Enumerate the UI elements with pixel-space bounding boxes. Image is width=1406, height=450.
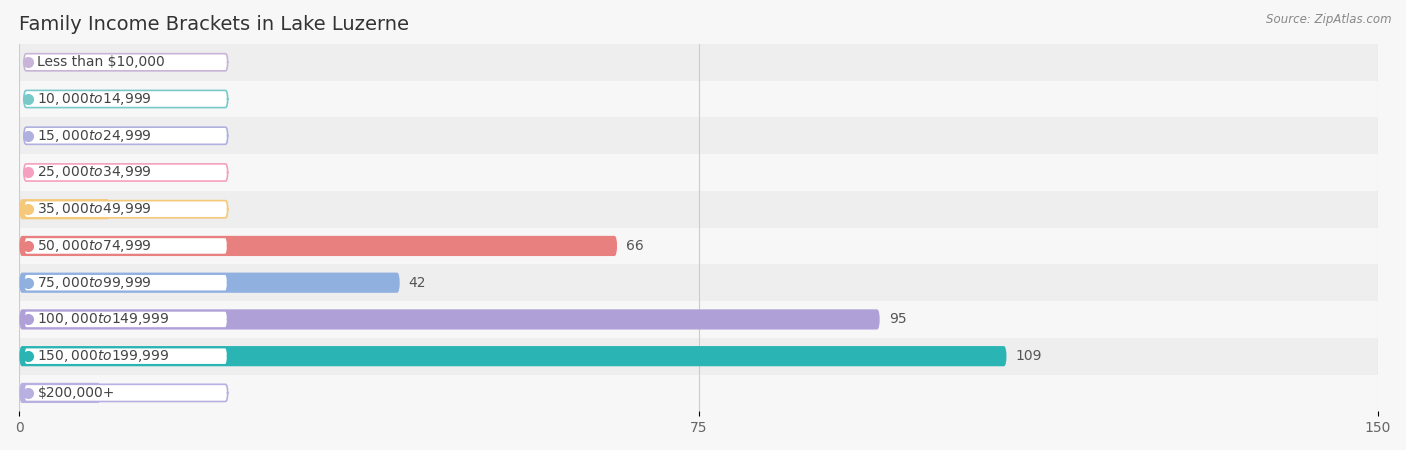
Text: 10: 10 bbox=[120, 202, 136, 216]
FancyBboxPatch shape bbox=[20, 199, 110, 219]
Text: 95: 95 bbox=[889, 312, 907, 326]
FancyBboxPatch shape bbox=[20, 236, 617, 256]
Text: 109: 109 bbox=[1015, 349, 1042, 363]
FancyBboxPatch shape bbox=[20, 346, 1007, 366]
FancyBboxPatch shape bbox=[20, 309, 880, 329]
Bar bbox=[20, 264, 1378, 301]
FancyBboxPatch shape bbox=[24, 384, 228, 401]
Text: $35,000 to $49,999: $35,000 to $49,999 bbox=[38, 201, 152, 217]
Text: $25,000 to $34,999: $25,000 to $34,999 bbox=[38, 165, 152, 180]
Bar bbox=[20, 338, 1378, 374]
Bar bbox=[20, 81, 1378, 117]
FancyBboxPatch shape bbox=[24, 90, 228, 108]
Text: $15,000 to $24,999: $15,000 to $24,999 bbox=[38, 128, 152, 144]
FancyBboxPatch shape bbox=[24, 201, 228, 218]
FancyBboxPatch shape bbox=[24, 54, 228, 71]
Bar bbox=[20, 191, 1378, 228]
Bar bbox=[20, 44, 1378, 81]
Text: Family Income Brackets in Lake Luzerne: Family Income Brackets in Lake Luzerne bbox=[20, 15, 409, 34]
Text: $150,000 to $199,999: $150,000 to $199,999 bbox=[38, 348, 170, 364]
Bar bbox=[20, 228, 1378, 264]
FancyBboxPatch shape bbox=[24, 164, 228, 181]
Text: $100,000 to $149,999: $100,000 to $149,999 bbox=[38, 311, 170, 328]
Bar bbox=[20, 154, 1378, 191]
Text: $10,000 to $14,999: $10,000 to $14,999 bbox=[38, 91, 152, 107]
Text: 42: 42 bbox=[409, 276, 426, 290]
Text: $75,000 to $99,999: $75,000 to $99,999 bbox=[38, 274, 152, 291]
Bar bbox=[20, 301, 1378, 338]
FancyBboxPatch shape bbox=[24, 347, 228, 365]
FancyBboxPatch shape bbox=[24, 127, 228, 144]
FancyBboxPatch shape bbox=[24, 311, 228, 328]
Bar bbox=[20, 117, 1378, 154]
FancyBboxPatch shape bbox=[24, 237, 228, 255]
Text: $50,000 to $74,999: $50,000 to $74,999 bbox=[38, 238, 152, 254]
Text: Less than $10,000: Less than $10,000 bbox=[38, 55, 166, 69]
Bar bbox=[20, 374, 1378, 411]
Text: 66: 66 bbox=[626, 239, 644, 253]
FancyBboxPatch shape bbox=[20, 383, 101, 403]
Text: Source: ZipAtlas.com: Source: ZipAtlas.com bbox=[1267, 14, 1392, 27]
Text: 9: 9 bbox=[110, 386, 120, 400]
FancyBboxPatch shape bbox=[20, 273, 399, 293]
Text: $200,000+: $200,000+ bbox=[38, 386, 115, 400]
FancyBboxPatch shape bbox=[24, 274, 228, 291]
